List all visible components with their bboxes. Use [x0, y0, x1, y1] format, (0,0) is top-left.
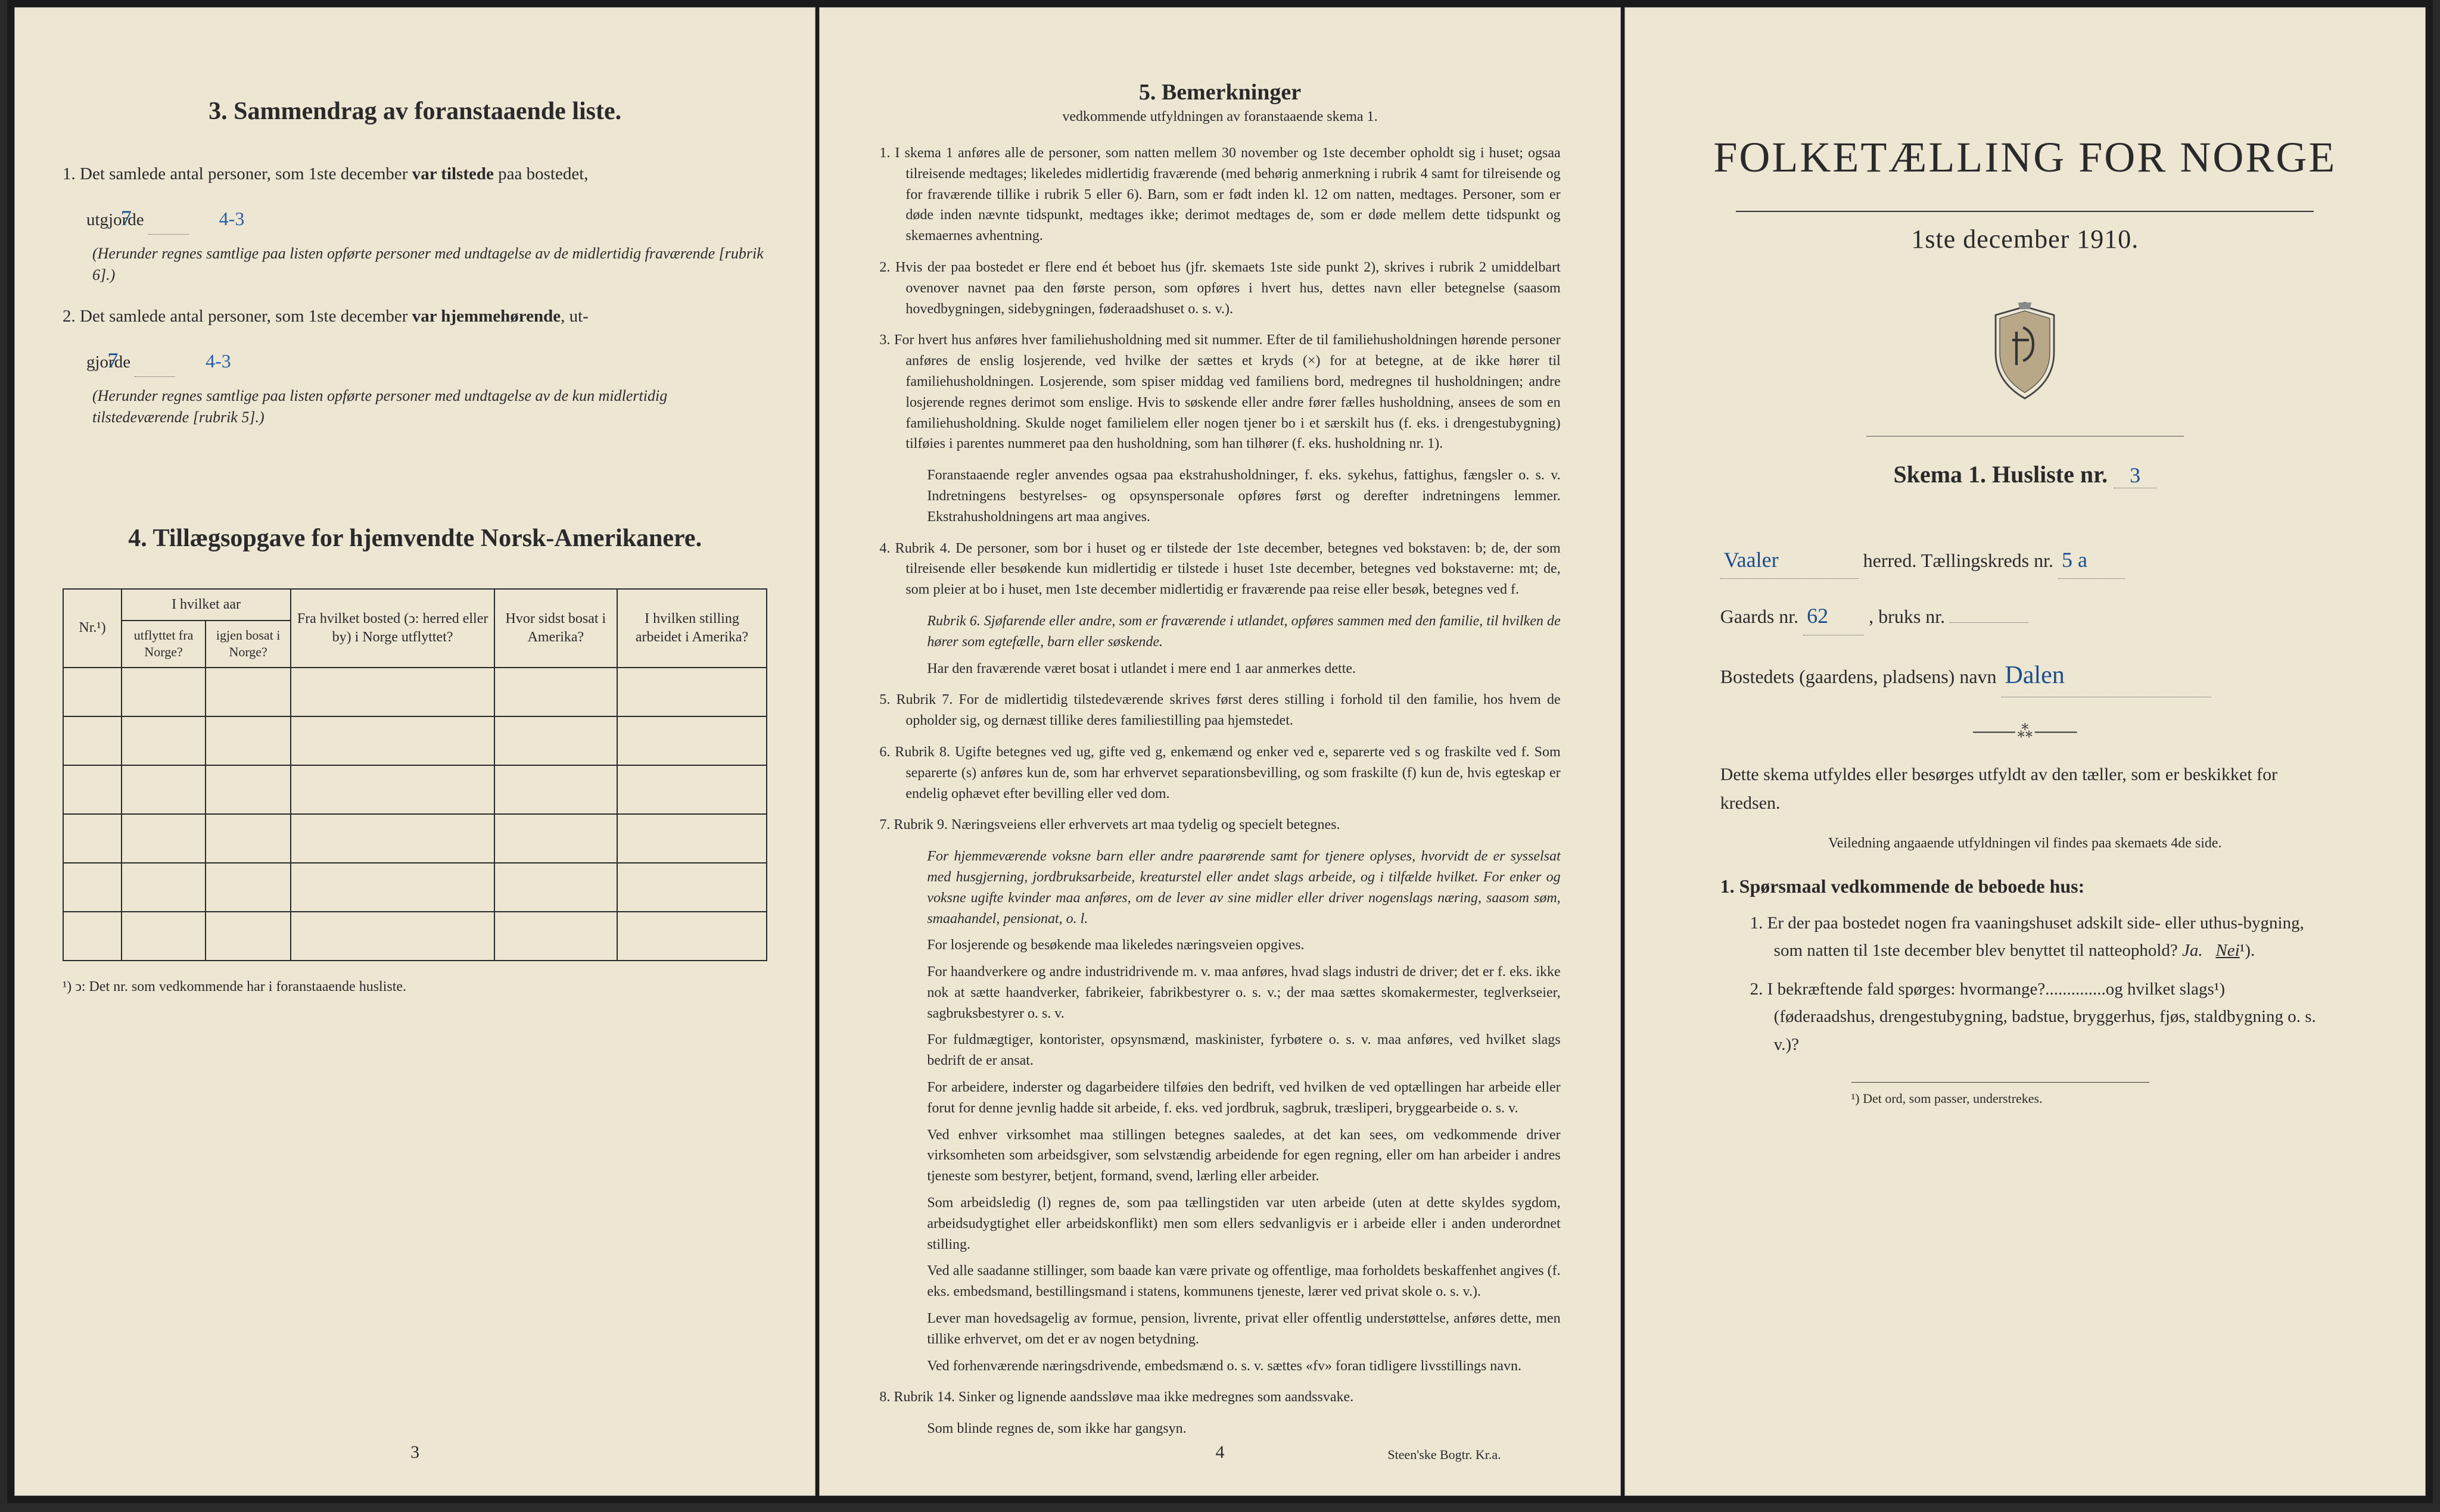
document-spread: 3. Sammendrag av foranstaaende liste. 1.…	[7, 0, 2433, 1503]
kreds-value: 5 a	[2058, 542, 2125, 579]
section-3-heading: 3. Sammendrag av foranstaaende liste.	[63, 97, 767, 126]
herred-label: herred. Tællingskreds nr.	[1863, 550, 2053, 571]
bosted-line: Bostedets (gaardens, pladsens) navn Dale…	[1720, 654, 2330, 697]
page-number: 3	[410, 1442, 419, 1463]
remark-sub: Rubrik 6. Sjøfarende eller andre, som er…	[879, 611, 1560, 653]
th-sidst: Hvor sidst bosat i Amerika?	[494, 589, 617, 668]
remark-item: 3. For hvert hus anføres hver familiehus…	[879, 330, 1560, 454]
page-number: 4	[1215, 1442, 1224, 1463]
th-aar: I hvilket aar	[122, 589, 291, 621]
main-title: FOLKETÆLLING FOR NORGE	[1673, 133, 2377, 182]
herred-value: Vaaler	[1720, 542, 1859, 579]
table-row	[63, 912, 767, 961]
item2-value-line: gjorde 7 4-3	[63, 344, 767, 377]
herred-line: Vaaler herred. Tællingskreds nr. 5 a	[1720, 542, 2330, 579]
gaards-line: Gaards nr. 62 , bruks nr.	[1720, 598, 2330, 635]
table-footnote: ¹) ↄ: Det nr. som vedkommende har i fora…	[63, 979, 767, 995]
mid-rule	[1866, 436, 2183, 437]
item1-value-line: utgjorde 7 4-3	[63, 202, 767, 235]
instruction-secondary: Veiledning angaaende utfyldningen vil fi…	[1673, 836, 2377, 852]
remark-item: 4. Rubrik 4. De personer, som bor i huse…	[879, 538, 1560, 600]
skema-value: 3	[2114, 463, 2156, 488]
table-row	[63, 716, 767, 765]
th-bosted: Fra hvilket bosted (ↄ: herred eller by) …	[291, 589, 494, 668]
bosted-value: Dalen	[2002, 654, 2211, 697]
remark-item: 6. Rubrik 8. Ugifte betegnes ved ug, gif…	[879, 742, 1560, 804]
item1-suffix: paa bostedet,	[494, 164, 589, 183]
remark-sub: Som blinde regnes de, som ikke har gangs…	[879, 1419, 1560, 1439]
item1-bold: var tilstede	[412, 164, 494, 183]
question-1: 1. Er der paa bostedet nogen fra vaaning…	[1750, 909, 2330, 965]
q1-nei: Nei	[2215, 941, 2239, 960]
remark-sub: Som arbeidsledig (l) regnes de, som paa …	[879, 1193, 1560, 1255]
skema-label: Skema 1. Husliste nr.	[1893, 461, 2108, 488]
remark-sub: For hjemmeværende voksne barn eller andr…	[879, 846, 1560, 929]
table-row	[63, 765, 767, 814]
table-row	[63, 814, 767, 863]
section-5-heading: 5. Bemerkninger	[867, 79, 1572, 105]
summary-item-2: 2. Det samlede antal personer, som 1ste …	[63, 304, 767, 330]
page-1-title: FOLKETÆLLING FOR NORGE 1ste december 191…	[1624, 7, 2426, 1496]
gaards-label: Gaards nr.	[1720, 606, 1799, 627]
ornament-icon: ⸻⁂⸻	[1673, 716, 2377, 743]
item2-suffix: , ut-	[561, 307, 589, 326]
bruks-value	[1950, 622, 2028, 623]
remark-item: 1. I skema 1 anføres alle de personer, s…	[879, 143, 1560, 247]
q1-sup: ¹).	[2240, 941, 2255, 960]
utgjorde-label: utgjorde	[86, 210, 144, 229]
th-utflyttet: utflyttet fra Norge?	[122, 621, 206, 668]
page-4-remarks: 5. Bemerkninger vedkommende utfyldningen…	[819, 7, 1620, 1496]
question-2: 2. I bekræftende fald spørges: hvormange…	[1750, 975, 2330, 1058]
skema-line: Skema 1. Husliste nr. 3	[1673, 460, 2377, 488]
remark-item: 2. Hvis der paa bostedet er flere end ét…	[879, 257, 1560, 319]
remarks-list: 1. I skema 1 anføres alle de personer, s…	[867, 143, 1572, 1439]
item1-paren-note: (Herunder regnes samtlige paa listen opf…	[63, 243, 767, 286]
remark-sub: Ved alle saadanne stillinger, som baade …	[879, 1261, 1560, 1302]
item2-paren-note: (Herunder regnes samtlige paa listen opf…	[63, 385, 767, 429]
item2-prefix: 2. Det samlede antal personer, som 1ste …	[63, 307, 412, 326]
remark-sub: Ved enhver virksomhet maa stillingen bet…	[879, 1125, 1560, 1187]
remark-sub: Foranstaaende regler anvendes ogsaa paa …	[879, 465, 1560, 527]
th-nr: Nr.¹)	[63, 589, 122, 668]
section-4-heading: 4. Tillægsopgave for hjemvendte Norsk-Am…	[63, 524, 767, 553]
question-heading: 1. Spørsmaal vedkommende de beboede hus:	[1720, 875, 2330, 897]
printer-mark: Steen'ske Bogtr. Kr.a.	[1387, 1447, 1501, 1463]
bosted-label: Bostedets (gaardens, pladsens) navn	[1720, 666, 1997, 687]
remark-sub: Lever man hovedsagelig av formue, pensio…	[879, 1308, 1560, 1350]
th-igjen: igjen bosat i Norge?	[206, 621, 291, 668]
page-3-summary: 3. Sammendrag av foranstaaende liste. 1.…	[14, 7, 816, 1496]
item1-value: 7	[148, 202, 189, 235]
item1-correction: 4-3	[219, 208, 245, 229]
summary-item-1: 1. Det samlede antal personer, som 1ste …	[63, 161, 767, 188]
remark-item: 5. Rubrik 7. For de midlertidig tilstede…	[879, 690, 1560, 731]
item2-value: 7	[135, 344, 175, 377]
bruks-label: , bruks nr.	[1869, 606, 1945, 627]
remark-item: 7. Rubrik 9. Næringsveiens eller erhverv…	[879, 815, 1560, 836]
title-rule	[1736, 211, 2314, 212]
table-row	[63, 863, 767, 912]
gaards-value: 62	[1803, 598, 1864, 635]
question-block: 1. Spørsmaal vedkommende de beboede hus:…	[1720, 875, 2330, 1058]
item1-prefix: 1. Det samlede antal personer, som 1ste …	[63, 164, 412, 183]
remark-sub: For arbeidere, inderster og dagarbeidere…	[879, 1077, 1560, 1119]
remark-sub: Har den fraværende været bosat i utlande…	[879, 659, 1560, 679]
item2-bold: var hjemmehørende	[412, 307, 561, 326]
th-stilling: I hvilken stilling arbeidet i Amerika?	[617, 589, 767, 668]
q1-ja: Ja.	[2182, 941, 2203, 960]
remark-sub: For fuldmægtiger, kontorister, opsynsmæn…	[879, 1030, 1560, 1071]
coat-of-arms-icon	[1673, 302, 2377, 406]
right-footnote: ¹) Det ord, som passer, understrekes.	[1851, 1082, 2149, 1106]
table-row	[63, 668, 767, 716]
remark-sub: For haandverkere og andre industridriven…	[879, 962, 1560, 1024]
remark-sub: For losjerende og besøkende maa likelede…	[879, 935, 1560, 956]
main-subtitle: 1ste december 1910.	[1673, 224, 2377, 254]
emigrant-table: Nr.¹) I hvilket aar Fra hvilket bosted (…	[63, 588, 767, 961]
instruction-primary: Dette skema utfyldes eller besørges utfy…	[1720, 760, 2330, 818]
remark-item: 8. Rubrik 14. Sinker og lignende aandssl…	[879, 1387, 1560, 1408]
section-5-subtitle: vedkommende utfyldningen av foranstaaend…	[867, 109, 1572, 125]
item2-correction: 4-3	[206, 350, 231, 372]
remark-sub: Ved forhenværende næringsdrivende, embed…	[879, 1356, 1560, 1377]
